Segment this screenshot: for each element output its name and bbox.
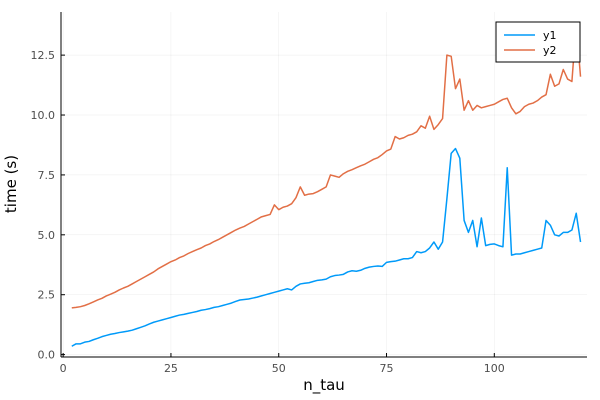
x-ticks: 0 25 50 75 100 bbox=[60, 353, 505, 375]
y-ticks: 0.0 2.5 5.0 7.5 10.0 12.5 bbox=[31, 49, 65, 362]
grid-lines bbox=[61, 12, 587, 357]
x-tick-label: 50 bbox=[272, 362, 286, 375]
x-tick-label: 0 bbox=[60, 362, 67, 375]
x-axis-title: n_tau bbox=[303, 376, 345, 395]
y-tick-label: 0.0 bbox=[38, 349, 56, 362]
x-tick-label: 25 bbox=[164, 362, 178, 375]
y-axis-title: time (s) bbox=[2, 155, 20, 213]
y-tick-label: 10.0 bbox=[31, 109, 56, 122]
series-lines bbox=[71, 23, 582, 347]
legend: y1 y2 bbox=[495, 21, 581, 63]
y-tick-label: 2.5 bbox=[38, 289, 56, 302]
y-tick-label: 12.5 bbox=[31, 49, 56, 62]
legend-label-y2: y2 bbox=[543, 44, 557, 57]
series-line-y2 bbox=[71, 23, 582, 309]
x-tick-label: 100 bbox=[484, 362, 505, 375]
x-tick-label: 75 bbox=[380, 362, 394, 375]
y-tick-label: 5.0 bbox=[38, 229, 56, 242]
y-tick-label: 7.5 bbox=[38, 169, 56, 182]
legend-box bbox=[495, 21, 581, 63]
axes bbox=[60, 12, 587, 358]
legend-label-y1: y1 bbox=[543, 29, 557, 42]
series-line-y1 bbox=[71, 147, 582, 347]
